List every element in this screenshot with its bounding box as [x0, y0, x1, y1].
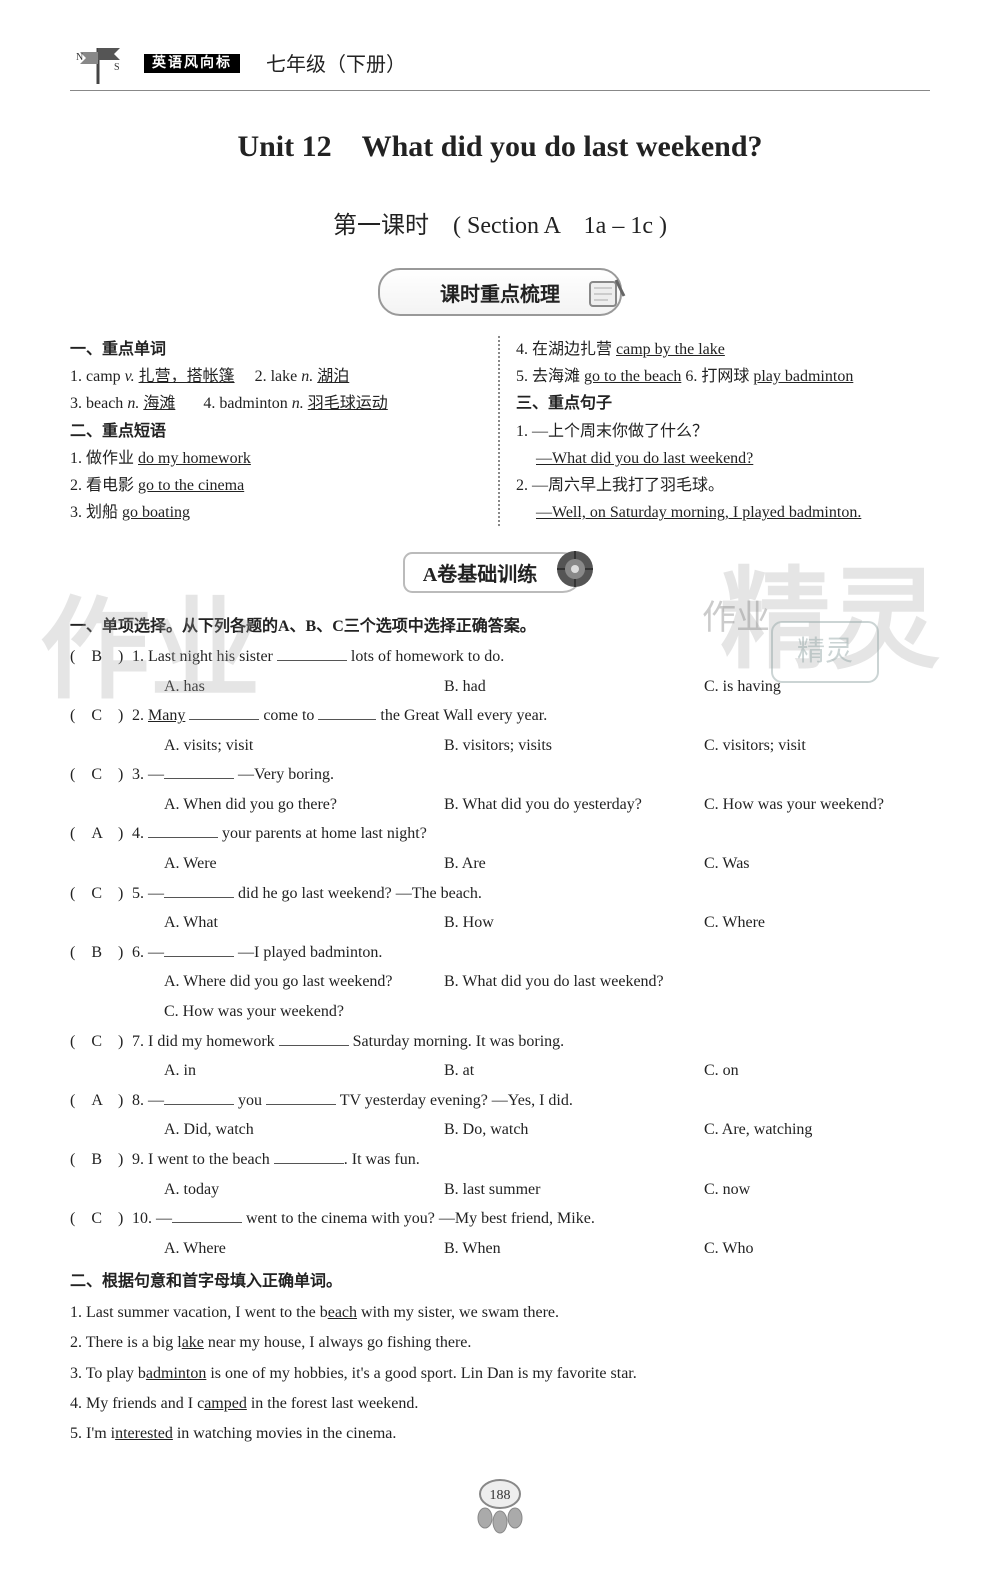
fill-item: 4. My friends and I camped in the forest… — [70, 1389, 930, 1419]
fill-item: 2. There is a big lake near my house, I … — [70, 1328, 930, 1358]
page-number-badge: 188 — [70, 1474, 930, 1541]
fill-item: 3. To play badminton is one of my hobbie… — [70, 1359, 930, 1389]
sentence-heading: 三、重点句子 — [516, 390, 930, 417]
mc-item: ( B )9. I went to the beach . It was fun… — [70, 1145, 930, 1204]
mc-choices: A. WereB. AreC. Was — [164, 849, 930, 879]
notebook-icon — [586, 276, 626, 318]
fill-item: 1. Last summer vacation, I went to the b… — [70, 1298, 930, 1328]
page-header: N S 英语风向标 七年级（下册） — [70, 40, 930, 91]
mc-choices: A. Did, watchB. Do, watchC. Are, watchin… — [164, 1115, 930, 1145]
mc-choices: A. inB. atC. on — [164, 1056, 930, 1086]
vocab-heading: 一、重点单词 — [70, 336, 484, 363]
fill-item: 5. I'm interested in watching movies in … — [70, 1419, 930, 1449]
mc-item: ( C )7. I did my homework Saturday morni… — [70, 1027, 930, 1086]
mc-title: 一、单项选择。从下列各题的A、B、C三个选项中选择正确答案。 — [70, 612, 930, 642]
mc-stem: ( B )9. I went to the beach . It was fun… — [70, 1145, 930, 1175]
mc-choices: A. When did you go there?B. What did you… — [164, 790, 930, 820]
mc-item: ( B )6. — —I played badminton.A. Where d… — [70, 938, 930, 1027]
svg-text:188: 188 — [490, 1488, 511, 1503]
phrase-row: 2. 看电影 go to the cinema — [70, 472, 484, 499]
mc-item: ( C )2. Many come to the Great Wall ever… — [70, 701, 930, 760]
banner-review: 课时重点梳理 — [378, 268, 622, 316]
sentence-row: 2. —周六早上我打了羽毛球。 — [516, 472, 930, 499]
mc-stem: ( B )1. Last night his sister lots of ho… — [70, 642, 930, 672]
mc-stem: ( C )10. — went to the cinema with you? … — [70, 1204, 930, 1234]
banner-exercise: A卷基础训练 — [380, 550, 620, 594]
mc-stem: ( A )4. your parents at home last night? — [70, 819, 930, 849]
banner-review-label: 课时重点梳理 — [440, 278, 560, 307]
lesson-title: 第一课时 ( Section A 1a – 1c ) — [70, 205, 930, 240]
review-left: 一、重点单词 1. camp v. 扎营，搭帐篷 2. lake n. 湖泊 3… — [70, 336, 484, 526]
review-right: 4. 在湖边扎营 camp by the lake 5. 去海滩 go to t… — [516, 336, 930, 526]
grade-label: 七年级（下册） — [266, 48, 406, 77]
mc-stem: ( C )3. — —Very boring. — [70, 760, 930, 790]
series-label: 英语风向标 — [144, 54, 240, 73]
phrase-row: 3. 划船 go boating — [70, 499, 484, 526]
mc-item: ( A )4. your parents at home last night?… — [70, 819, 930, 878]
svg-text:S: S — [114, 62, 120, 73]
wheel-icon — [553, 547, 597, 597]
column-divider — [498, 336, 502, 526]
svg-text:N: N — [76, 52, 83, 63]
vocab-row: 3. beach n. 海滩 4. badminton n. 羽毛球运动 — [70, 390, 484, 417]
mc-item: ( B )1. Last night his sister lots of ho… — [70, 642, 930, 701]
mc-item: ( C )10. — went to the cinema with you? … — [70, 1204, 930, 1263]
mc-choices: A. WhereB. WhenC. Who — [164, 1234, 930, 1264]
mc-stem: ( C )7. I did my homework Saturday morni… — [70, 1027, 930, 1057]
mc-item: ( A )8. — you TV yesterday evening? —Yes… — [70, 1086, 930, 1145]
phrase-row: 1. 做作业 do my homework — [70, 445, 484, 472]
mc-choices: C. How was your weekend? — [164, 997, 930, 1027]
phrase-row: 4. 在湖边扎营 camp by the lake — [516, 336, 930, 363]
multiple-choice-section: 一、单项选择。从下列各题的A、B、C三个选项中选择正确答案。 ( B )1. L… — [70, 612, 930, 1263]
mc-choices: A. hasB. hadC. is having — [164, 672, 930, 702]
mc-item: ( C )5. — did he go last weekend? —The b… — [70, 879, 930, 938]
page: 作业 精灵 作业 精灵 N S 英语风向标 七年级（下册） Unit 12 Wh… — [0, 0, 1000, 1591]
mc-item: ( C )3. — —Very boring.A. When did you g… — [70, 760, 930, 819]
mc-choices: A. WhatB. HowC. Where — [164, 908, 930, 938]
unit-title: Unit 12 What did you do last weekend? — [70, 121, 930, 165]
fill-title: 二、根据句意和首字母填入正确单词。 — [70, 1267, 930, 1297]
vocab-row: 1. camp v. 扎营，搭帐篷 2. lake n. 湖泊 — [70, 363, 484, 390]
mc-stem: ( C )5. — did he go last weekend? —The b… — [70, 879, 930, 909]
mc-choices: A. todayB. last summerC. now — [164, 1175, 930, 1205]
series-block: 英语风向标 — [144, 52, 240, 72]
review-block: 一、重点单词 1. camp v. 扎营，搭帐篷 2. lake n. 湖泊 3… — [70, 336, 930, 526]
mc-stem: ( B )6. — —I played badminton. — [70, 938, 930, 968]
sentence-row: 1. —上个周末你做了什么？ — [516, 418, 930, 445]
mc-stem: ( C )2. Many come to the Great Wall ever… — [70, 701, 930, 731]
sentence-row: —What did you do last weekend? — [516, 445, 930, 472]
mc-stem: ( A )8. — you TV yesterday evening? —Yes… — [70, 1086, 930, 1116]
mc-choices: A. Where did you go last weekend?B. What… — [164, 967, 930, 997]
fill-blank-section: 二、根据句意和首字母填入正确单词。 1. Last summer vacatio… — [70, 1267, 930, 1449]
mc-choices: A. visits; visitB. visitors; visitsC. vi… — [164, 731, 930, 761]
phrase-heading: 二、重点短语 — [70, 418, 484, 445]
compass-logo: N S — [70, 40, 126, 84]
phrase-row: 5. 去海滩 go to the beach 6. 打网球 play badmi… — [516, 363, 930, 390]
sentence-row: —Well, on Saturday morning, I played bad… — [516, 499, 930, 526]
